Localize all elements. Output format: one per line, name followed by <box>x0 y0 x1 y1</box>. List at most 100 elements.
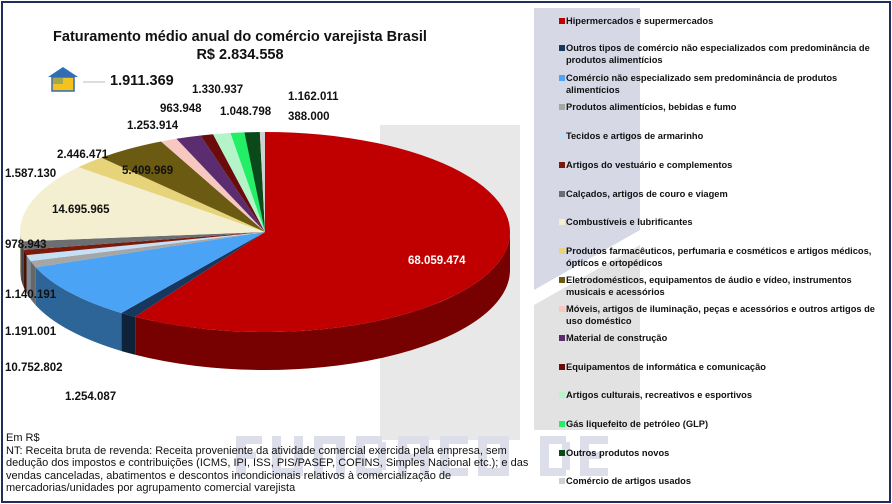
legend-label: Gás liquefeito de petróleo (GLP) <box>566 419 709 429</box>
pie-slice-5[interactable] <box>23 232 265 256</box>
legend-label: Calçados, artigos de couro e viagem <box>566 189 728 199</box>
legend-swatch <box>559 450 565 456</box>
data-label-0: 68.059.474 <box>408 255 466 267</box>
unit-note: Em R$ <box>6 432 40 444</box>
slice-side-4 <box>26 255 31 300</box>
data-label-14: 1.048.798 <box>220 106 272 118</box>
legend-swatch <box>559 364 565 370</box>
legend-swatch <box>559 335 565 341</box>
data-label-6: 1.587.130 <box>5 168 57 180</box>
chart-title: Faturamento médio anual do comércio vare… <box>53 29 427 45</box>
data-label-8: 2.446.471 <box>57 149 109 161</box>
legend-swatch <box>559 306 565 312</box>
legend-item: Outros tipos de comércio não especializa… <box>559 42 881 66</box>
notes: Em R$ NT: Receita bruta de revenda: Rece… <box>6 432 536 495</box>
legend-swatch <box>559 248 565 254</box>
legend-item: Gás liquefeito de petróleo (GLP) <box>559 418 881 430</box>
legend-swatch <box>559 219 565 225</box>
legend-swatch <box>559 191 565 197</box>
data-label-9: 5.409.969 <box>122 165 174 177</box>
legend-item: Móveis, artigos de iluminação, peças e a… <box>559 303 881 327</box>
pie-slice-11[interactable] <box>176 135 265 232</box>
legend-swatch <box>559 392 565 398</box>
legend-swatch <box>559 75 565 81</box>
legend-item: Outros produtos novos <box>559 447 881 459</box>
data-label-4: 1.140.191 <box>5 289 57 301</box>
data-label-7: 14.695.965 <box>52 204 110 216</box>
data-label-16: 388.000 <box>288 111 330 123</box>
pie-slice-3[interactable] <box>30 232 265 268</box>
slice-side-6 <box>21 241 24 288</box>
legend-swatch <box>559 18 565 24</box>
legend-item: Eletrodomésticos, equipamentos de áudio … <box>559 274 881 298</box>
data-label-5: 978.943 <box>5 239 47 251</box>
legend-label: Tecidos e artigos de armarinho <box>566 131 704 141</box>
legend-label: Material de construção <box>566 333 668 343</box>
legend-item: Artigos do vestuário e complementos <box>559 159 881 171</box>
legend-item: Comércio de artigos usados <box>559 475 881 487</box>
legend-swatch <box>559 45 565 51</box>
pie-slice-15[interactable] <box>244 132 265 232</box>
legend-item: Produtos alimentícios, bebidas e fumo <box>559 101 881 113</box>
pie-chart <box>20 81 511 370</box>
legend-label: Produtos farmacêuticos, perfumaria e cos… <box>566 246 872 268</box>
pie-slice-7[interactable] <box>20 167 265 242</box>
legend-item: Hipermercados e supermercados <box>559 15 881 27</box>
house-icon <box>48 67 78 92</box>
pie-slice-14[interactable] <box>230 132 265 232</box>
chart-subtitle: R$ 2.834.558 <box>196 47 284 63</box>
legend-item: Tecidos e artigos de armarinho <box>559 130 881 142</box>
legend-swatch <box>559 478 565 484</box>
legend-item: Artigos culturais, recreativos e esporti… <box>559 389 881 401</box>
pie-slice-0[interactable] <box>135 132 510 332</box>
legend-swatch <box>559 421 565 427</box>
legend-label: Outros tipos de comércio não especializa… <box>566 43 870 65</box>
legend-swatch <box>559 162 565 168</box>
legend-label: Hipermercados e supermercados <box>566 16 714 26</box>
legend-label: Outros produtos novos <box>566 448 670 458</box>
nt-note: NT: Receita bruta de revenda: Receita pr… <box>6 444 529 495</box>
legend-label: Equipamentos de informática e comunicaçã… <box>566 362 766 372</box>
legend-swatch <box>559 104 565 110</box>
pie-slice-10[interactable] <box>161 138 265 232</box>
data-label-10: 1.253.914 <box>127 120 179 132</box>
pie-slice-16[interactable] <box>259 132 265 232</box>
pie-slice-9[interactable] <box>101 141 266 232</box>
pie-slice-12[interactable] <box>200 134 265 232</box>
pie-slice-13[interactable] <box>213 132 265 232</box>
slice-side-7 <box>20 232 22 280</box>
slice-side-0 <box>135 232 511 370</box>
pie-slice-4[interactable] <box>26 232 265 262</box>
slice-side-1 <box>121 313 136 355</box>
legend-item: Calçados, artigos de couro e viagem <box>559 188 881 200</box>
legend-label: Comércio não especializado sem predominâ… <box>566 73 838 95</box>
legend-item: Comércio não especializado sem predominâ… <box>559 72 881 96</box>
chart-title-block: Faturamento médio anual do comércio vare… <box>20 28 460 64</box>
slice-side-5 <box>23 249 27 294</box>
data-label-2: 10.752.802 <box>5 362 63 374</box>
pie-slice-8[interactable] <box>78 157 266 232</box>
legend: Hipermercados e supermercados Outros tipo… <box>532 0 888 500</box>
data-label-12: 963.948 <box>160 103 202 115</box>
data-label-15: 1.162.011 <box>288 91 339 103</box>
data-label-1: 1.254.087 <box>65 391 117 403</box>
legend-item: Combustíveis e lubrificantes <box>559 216 881 228</box>
legend-item: Produtos farmacêuticos, perfumaria e cos… <box>559 245 881 269</box>
legend-item: Equipamentos de informática e comunicaçã… <box>559 361 881 373</box>
legend-item: Material de construção <box>559 332 881 344</box>
legend-swatch <box>559 133 565 139</box>
pie-slice-1[interactable] <box>121 232 265 317</box>
legend-label: Eletrodomésticos, equipamentos de áudio … <box>566 275 852 297</box>
data-label-3: 1.191.001 <box>5 326 57 338</box>
legend-label: Comércio de artigos usados <box>566 476 692 486</box>
legend-label: Combustíveis e lubrificantes <box>566 217 693 227</box>
pie-slice-2[interactable] <box>35 232 265 314</box>
watermark-lettering-shapes <box>236 436 608 476</box>
legend-label: Artigos culturais, recreativos e esporti… <box>566 390 753 400</box>
pie-slice-6[interactable] <box>21 232 265 250</box>
legend-label: Produtos alimentícios, bebidas e fumo <box>566 102 737 112</box>
slice-side-2 <box>35 267 122 352</box>
data-label-13: 1.330.937 <box>192 84 244 96</box>
data-label-11: 1.911.369 <box>110 73 174 89</box>
